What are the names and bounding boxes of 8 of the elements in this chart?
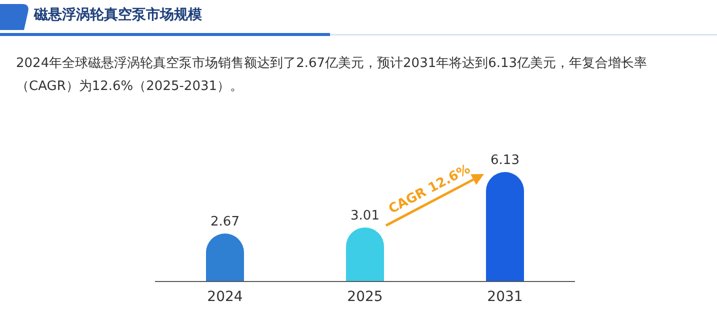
data-label: 6.13 xyxy=(490,153,520,168)
chart-subtitle: 2024年全球磁悬浮涡轮真空泵市场销售额达到了2.67亿美元，预计2031年将达到6.13亿美元，年复合增长率（CAGR）为12.6%（2025-2031）。 xyxy=(16,55,648,96)
chart-title: 磁悬浮涡轮真空泵市场规模 xyxy=(34,6,202,24)
data-label: 2.67 xyxy=(210,214,240,230)
x-tick-label: 2031 xyxy=(487,289,523,305)
x-tick-label: 2025 xyxy=(347,289,383,305)
data-label: 3.01 xyxy=(350,208,380,224)
x-tick-label: 2024 xyxy=(207,289,243,305)
